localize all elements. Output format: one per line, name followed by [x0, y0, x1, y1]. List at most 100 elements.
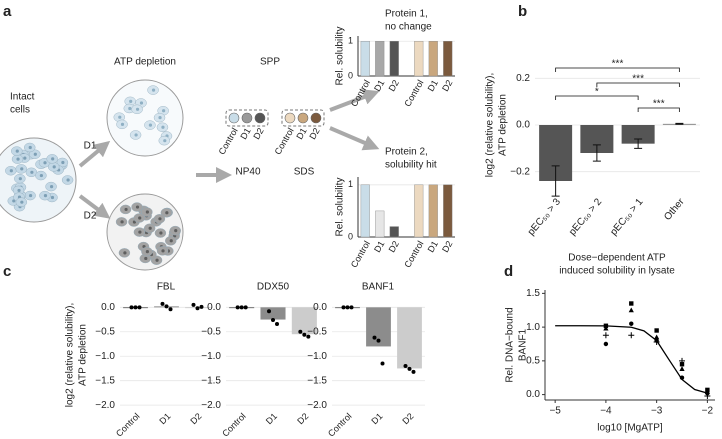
- nucleus: [138, 216, 142, 220]
- nucleus: [148, 226, 152, 230]
- nucleus: [155, 258, 159, 262]
- detergent-label: NP40: [235, 167, 260, 178]
- axis-label: Rel. solubility: [335, 178, 346, 237]
- arrow: [78, 194, 111, 219]
- tube-box: [225, 109, 269, 127]
- y-tick-label: −1.5: [307, 375, 327, 386]
- tube-label: Control: [273, 126, 296, 156]
- tube: [297, 112, 309, 124]
- nucleus: [134, 133, 138, 137]
- point: [679, 362, 685, 367]
- bar: [443, 184, 453, 238]
- significance: *: [595, 87, 599, 98]
- x-tick-label: −5: [549, 406, 561, 417]
- axis-label: FBL: [157, 282, 176, 293]
- tube-label: Control: [217, 126, 240, 156]
- method-label: SPP: [260, 57, 280, 68]
- dot: [376, 338, 381, 343]
- axis-label: Dose−dependent ATP: [568, 253, 666, 264]
- point: [653, 338, 660, 345]
- dot: [411, 369, 416, 374]
- nucleus: [52, 165, 56, 169]
- nucleus: [128, 106, 132, 111]
- axis-label: Protein 1,: [385, 9, 428, 20]
- y-tick-label: −0.5: [307, 326, 327, 337]
- point: [654, 328, 659, 333]
- significance: ***: [653, 99, 665, 110]
- x-tick-label: D1: [157, 411, 172, 426]
- axis-label: ATP depletion: [78, 324, 89, 386]
- tube: [284, 112, 296, 124]
- axis-label: DDX50: [257, 282, 290, 293]
- x-tick-label: Control: [220, 411, 248, 439]
- dot: [372, 335, 377, 340]
- axis-label: BANF1: [362, 282, 395, 293]
- point: [628, 332, 635, 339]
- bar: [260, 307, 286, 320]
- nucleus: [17, 188, 21, 193]
- panel-letter: d: [504, 263, 513, 280]
- dot: [306, 334, 311, 339]
- y-tick-label: 0.5: [526, 355, 540, 366]
- x-tick-label: Other: [662, 196, 687, 223]
- dot: [407, 366, 412, 371]
- y-tick-label: −1.5: [201, 375, 221, 386]
- nucleus: [174, 229, 178, 233]
- nucleus: [148, 123, 153, 127]
- dot: [403, 364, 408, 368]
- nucleus: [33, 152, 37, 156]
- bracket: [555, 67, 680, 72]
- bar: [291, 307, 317, 335]
- x-tick-label: Control: [349, 239, 372, 269]
- x-tick-label: pEC₅₀ > 2: [567, 196, 604, 238]
- nucleus: [161, 125, 165, 129]
- y-tick-label: −1.0: [201, 351, 221, 362]
- nucleus: [50, 195, 55, 200]
- point: [679, 366, 685, 371]
- y-tick-label: −2.0: [201, 400, 221, 411]
- bracket: [555, 95, 639, 100]
- axis-label: ATP depletion: [498, 94, 509, 156]
- nucleus: [43, 161, 47, 165]
- nucleus: [151, 88, 156, 92]
- tube-label: D1: [294, 126, 308, 141]
- nucleus: [169, 239, 173, 243]
- x-tick-label: D2: [400, 411, 415, 426]
- nucleus: [61, 160, 65, 165]
- bar: [397, 307, 422, 369]
- x-tick-label: Control: [402, 78, 425, 108]
- y-tick-label: 1.0: [526, 322, 540, 333]
- point: [704, 392, 711, 399]
- axis-label: BANF1: [518, 328, 529, 361]
- nucleus: [135, 107, 140, 111]
- nucleus: [30, 170, 34, 174]
- tube: [254, 112, 266, 124]
- x-tick-label: D2: [295, 411, 310, 426]
- point: [629, 301, 634, 306]
- tube-label: D1: [238, 126, 252, 141]
- y-tick-label: −0.5: [201, 326, 221, 337]
- y-tick-label: 1.5: [526, 288, 540, 299]
- bar: [414, 184, 424, 238]
- point: [628, 307, 634, 313]
- nucleus: [158, 116, 162, 120]
- nucleus: [49, 184, 54, 189]
- point: [679, 375, 685, 380]
- nucleus: [66, 178, 70, 182]
- dot: [160, 301, 165, 306]
- dot: [164, 304, 169, 309]
- nucleus: [43, 194, 48, 198]
- y-tick-label: 0.0: [313, 302, 327, 313]
- nucleus: [163, 139, 167, 143]
- nucleus: [159, 231, 163, 235]
- x-tick-label: D1: [372, 239, 386, 254]
- point: [654, 334, 660, 340]
- axis-label: Rel. solubility: [335, 27, 346, 86]
- dot: [341, 305, 346, 310]
- nucleus: [144, 256, 148, 261]
- nucleus: [18, 177, 22, 181]
- arrow: [329, 126, 380, 151]
- nucleus: [129, 99, 133, 103]
- y-tick-label: 0: [348, 70, 353, 80]
- axis-label: Rel. DNA−bound: [505, 307, 516, 382]
